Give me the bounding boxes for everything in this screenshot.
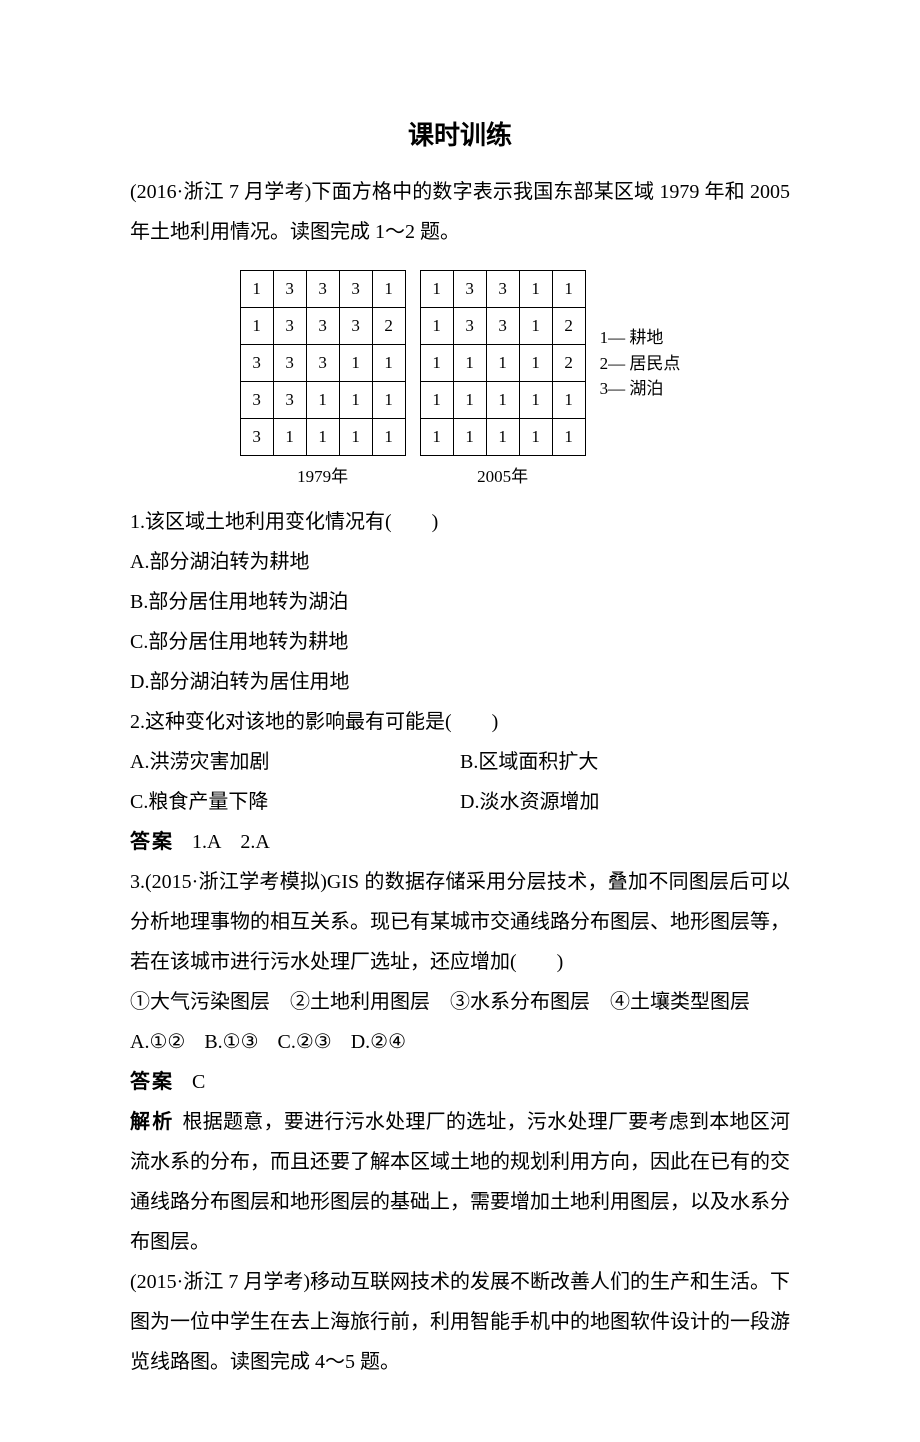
cell: 1 <box>519 345 552 382</box>
year-2005-label: 2005年 <box>477 460 528 494</box>
cell: 1 <box>420 271 453 308</box>
cell: 1 <box>273 419 306 456</box>
cell: 1 <box>420 419 453 456</box>
q2-stem: 2.这种变化对该地的影响最有可能是( ) <box>130 702 790 742</box>
q1-opt-a: A.部分湖泊转为耕地 <box>130 542 790 582</box>
cell: 1 <box>372 382 405 419</box>
cell: 3 <box>240 382 273 419</box>
q2-opt-a: A.洪涝灾害加剧 <box>130 742 460 782</box>
intro-paragraph: (2016·浙江 7 月学考)下面方格中的数字表示我国东部某区域 1979 年和… <box>130 172 790 252</box>
table-1979: 13331 13332 33311 33111 31111 <box>240 270 406 456</box>
q2-options-row2: C.粮食产量下降 D.淡水资源增加 <box>130 782 790 822</box>
cell: 1 <box>339 345 372 382</box>
cell: 3 <box>306 345 339 382</box>
q45-intro: (2015·浙江 7 月学考)移动互联网技术的发展不断改善人们的生产和生活。下图… <box>130 1262 790 1382</box>
q2-opt-d: D.淡水资源增加 <box>460 782 790 822</box>
q3-opt-d: D.②④ <box>351 1031 406 1053</box>
q2-opt-b: B.区域面积扩大 <box>460 742 790 782</box>
cell: 1 <box>519 308 552 345</box>
cell: 3 <box>273 345 306 382</box>
cell: 2 <box>552 308 585 345</box>
legend: 1— 耕地 2— 居民点 3— 湖泊 <box>600 325 681 402</box>
answer-3: 答案 C <box>130 1062 790 1102</box>
cell: 1 <box>552 382 585 419</box>
cell: 1 <box>372 345 405 382</box>
cell: 3 <box>453 271 486 308</box>
cell: 3 <box>273 308 306 345</box>
q2-options-row1: A.洪涝灾害加剧 B.区域面积扩大 <box>130 742 790 782</box>
cell: 3 <box>339 271 372 308</box>
legend-item-1: 1— 耕地 <box>600 325 681 351</box>
q3-opt-c: C.②③ <box>278 1031 332 1053</box>
cell: 1 <box>420 382 453 419</box>
cell: 2 <box>552 345 585 382</box>
answer-3-text: C <box>192 1071 205 1093</box>
year-1979-label: 1979年 <box>297 460 348 494</box>
cell: 3 <box>486 308 519 345</box>
explanation-3-text: 根据题意，要进行污水处理厂的选址，污水处理厂要考虑到本地区河流水系的分布，而且还… <box>130 1111 790 1253</box>
answer-label: 答案 <box>130 1071 174 1093</box>
page-title: 课时训练 <box>130 110 790 162</box>
cell: 1 <box>306 382 339 419</box>
cell: 1 <box>240 271 273 308</box>
q3-opt-a: A.①② <box>130 1031 185 1053</box>
cell: 1 <box>453 419 486 456</box>
cell: 2 <box>372 308 405 345</box>
cell: 3 <box>453 308 486 345</box>
answer-12-text: 1.A 2.A <box>192 831 270 853</box>
cell: 1 <box>519 419 552 456</box>
cell: 1 <box>453 345 486 382</box>
cell: 3 <box>273 271 306 308</box>
cell: 1 <box>519 382 552 419</box>
cell: 1 <box>552 419 585 456</box>
grid-1979: 13331 13332 33311 33111 31111 1979年 <box>240 270 406 494</box>
cell: 3 <box>486 271 519 308</box>
cell: 3 <box>306 308 339 345</box>
cell: 3 <box>273 382 306 419</box>
landuse-figure: 13331 13332 33311 33111 31111 1979年 1331… <box>130 270 790 494</box>
q1-opt-b: B.部分居住用地转为湖泊 <box>130 582 790 622</box>
answer-12: 答案 1.A 2.A <box>130 822 790 862</box>
grid-2005: 13311 13312 11112 11111 11111 2005年 <box>420 270 586 494</box>
cell: 3 <box>306 271 339 308</box>
answer-label: 答案 <box>130 831 174 853</box>
cell: 1 <box>372 271 405 308</box>
explanation-3: 解析根据题意，要进行污水处理厂的选址，污水处理厂要考虑到本地区河流水系的分布，而… <box>130 1102 790 1262</box>
cell: 1 <box>552 271 585 308</box>
cell: 3 <box>339 308 372 345</box>
q1-opt-c: C.部分居住用地转为耕地 <box>130 622 790 662</box>
legend-item-3: 3— 湖泊 <box>600 376 681 402</box>
cell: 1 <box>486 382 519 419</box>
cell: 1 <box>420 308 453 345</box>
q1-opt-d: D.部分湖泊转为居住用地 <box>130 662 790 702</box>
cell: 1 <box>486 345 519 382</box>
cell: 1 <box>339 419 372 456</box>
cell: 1 <box>486 419 519 456</box>
q2-opt-c: C.粮食产量下降 <box>130 782 460 822</box>
cell: 1 <box>420 345 453 382</box>
q1-options: A.部分湖泊转为耕地 B.部分居住用地转为湖泊 C.部分居住用地转为耕地 D.部… <box>130 542 790 702</box>
q3-opt-b: B.①③ <box>204 1031 258 1053</box>
q3-options: A.①② B.①③ C.②③ D.②④ <box>130 1022 790 1062</box>
cell: 1 <box>453 382 486 419</box>
explanation-label: 解析 <box>130 1111 175 1133</box>
q1-stem: 1.该区域土地利用变化情况有( ) <box>130 502 790 542</box>
legend-item-2: 2— 居民点 <box>600 351 681 377</box>
q3-stem: 3.(2015·浙江学考模拟)GIS 的数据存储采用分层技术，叠加不同图层后可以… <box>130 862 790 982</box>
cell: 1 <box>240 308 273 345</box>
cell: 3 <box>240 419 273 456</box>
table-2005: 13311 13312 11112 11111 11111 <box>420 270 586 456</box>
cell: 1 <box>339 382 372 419</box>
cell: 1 <box>306 419 339 456</box>
cell: 1 <box>372 419 405 456</box>
q3-circled-options: ①大气污染图层 ②土地利用图层 ③水系分布图层 ④土壤类型图层 <box>130 982 790 1022</box>
cell: 3 <box>240 345 273 382</box>
cell: 1 <box>519 271 552 308</box>
